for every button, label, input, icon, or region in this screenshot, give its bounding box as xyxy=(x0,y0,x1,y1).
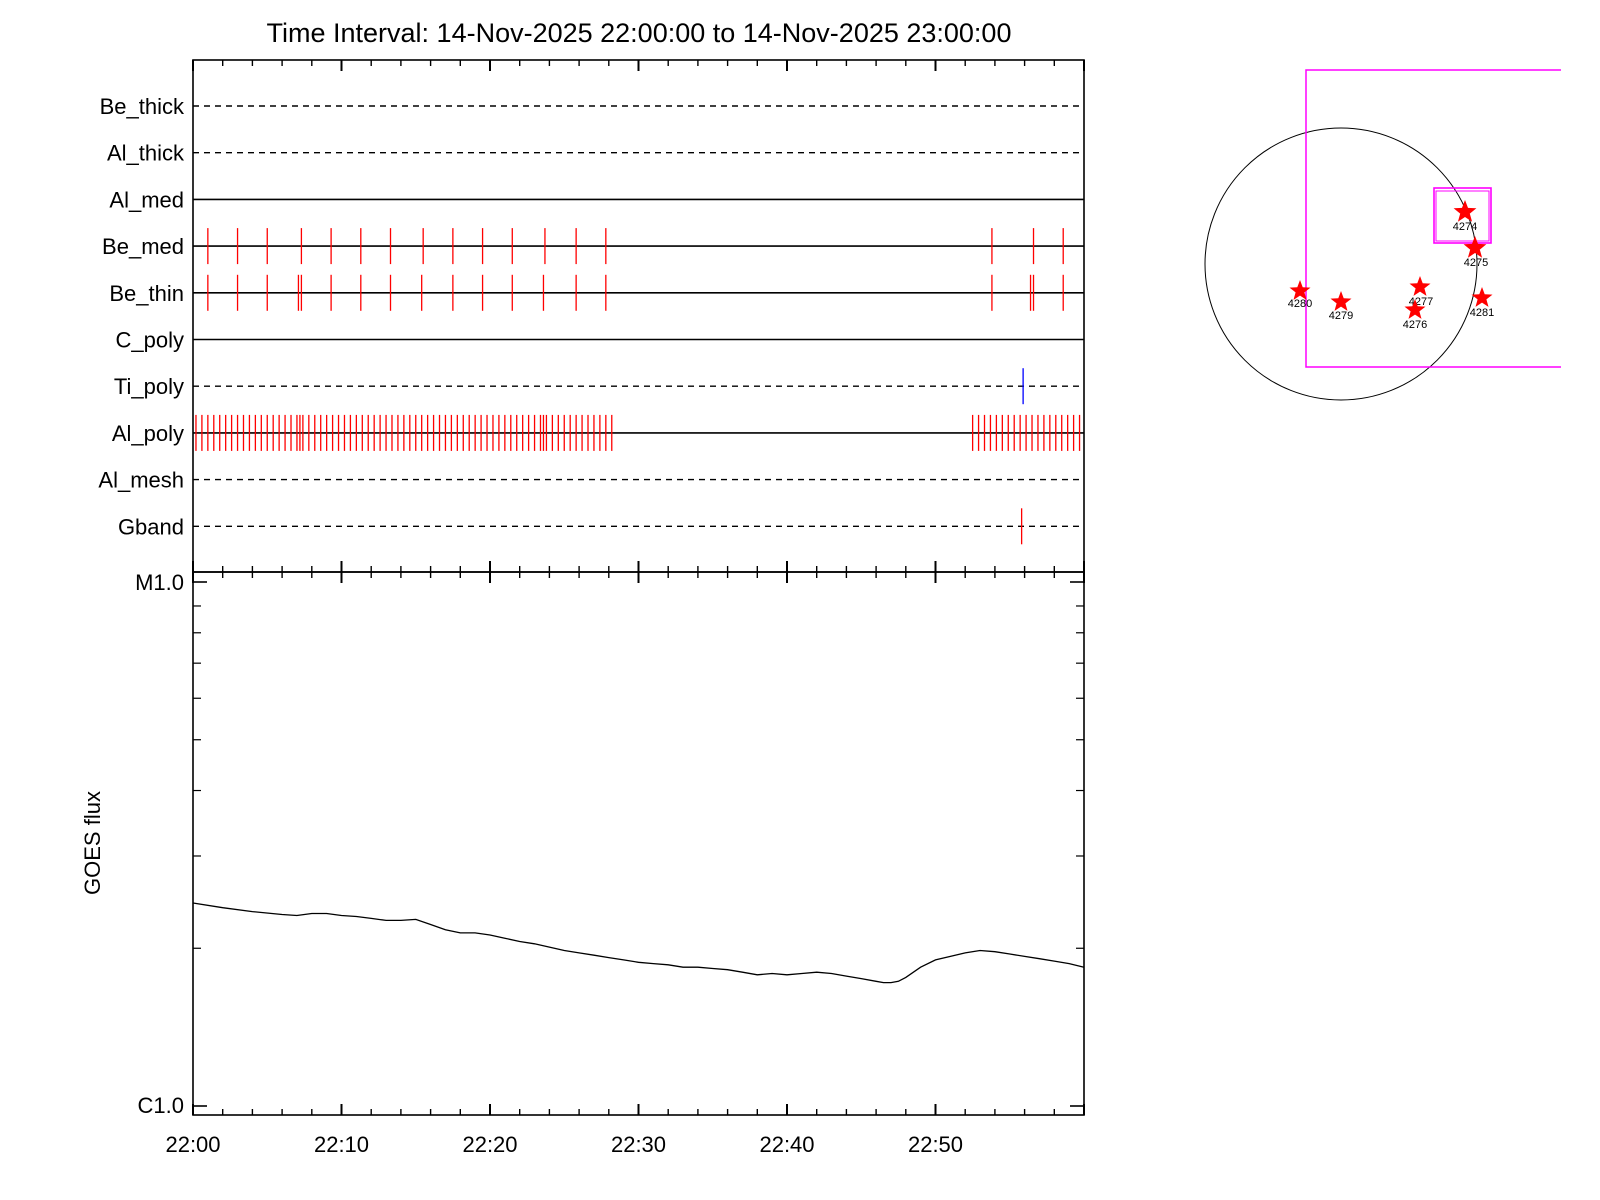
channel-label-gband: Gband xyxy=(118,514,184,539)
fov-box-small xyxy=(1433,187,1492,244)
region-star-marker xyxy=(1463,236,1487,258)
channel-row-be-med: Be_med xyxy=(102,228,1084,265)
region-number-label: 4275 xyxy=(1464,257,1488,269)
x-tick-label: 22:20 xyxy=(462,1132,517,1157)
region-number-label: 4279 xyxy=(1329,310,1353,322)
goes-panel-frame xyxy=(192,571,1085,1116)
channel-row-c-poly: C_poly xyxy=(116,328,1084,353)
region-4280: 4280 xyxy=(1288,280,1312,310)
region-number-label: 4276 xyxy=(1403,319,1427,331)
channel-label-al-poly: Al_poly xyxy=(112,421,184,446)
channel-label-be-med: Be_med xyxy=(102,234,184,259)
channel-row-ti-poly: Ti_poly xyxy=(114,368,1084,405)
region-4281: 4281 xyxy=(1470,287,1494,319)
region-4277: 4277 xyxy=(1409,276,1433,308)
region-4274: 4274 xyxy=(1453,200,1477,233)
y-tick-label-m1: M1.0 xyxy=(135,570,184,595)
channel-row-al-mesh: Al_mesh xyxy=(98,468,1084,493)
x-tick-labels: 22:00 22:10 22:20 22:30 22:40 22:50 xyxy=(165,1132,963,1157)
region-number-label: 4280 xyxy=(1288,298,1312,310)
chart-title: Time Interval: 14-Nov-2025 22:00:00 to 1… xyxy=(267,18,1012,48)
channel-rows: Be_thick Al_thick Al_med Be_med Be_thin C_pol… xyxy=(98,94,1084,545)
region-star-marker xyxy=(1289,280,1311,300)
region-4275: 4275 xyxy=(1463,236,1488,269)
channel-panel-frame xyxy=(192,59,1085,573)
region-star-marker xyxy=(1471,287,1493,307)
channel-label-ti-poly: Ti_poly xyxy=(114,374,184,399)
channel-label-al-thick: Al_thick xyxy=(107,141,185,166)
goes-panel: M1.0 C1.0 GOES flux 22:00 22:10 22:20 22:30… xyxy=(80,570,1085,1157)
region-4276: 4276 xyxy=(1403,299,1427,331)
channel-row-al-poly: Al_poly xyxy=(112,414,1084,451)
channel-row-al-thick: Al_thick xyxy=(107,141,1084,166)
region-number-label: 4281 xyxy=(1470,307,1494,319)
x-tick-label: 22:10 xyxy=(314,1132,369,1157)
x-tick-label: 22:40 xyxy=(759,1132,814,1157)
fov-box-large xyxy=(1305,69,1561,368)
x-tick-label: 22:30 xyxy=(611,1132,666,1157)
channel-row-be-thin: Be_thin xyxy=(109,274,1084,311)
channel-label-c-poly: C_poly xyxy=(116,328,184,353)
x-tick-label: 22:00 xyxy=(165,1132,220,1157)
channel-row-be-thick: Be_thick xyxy=(100,94,1084,119)
region-star-marker xyxy=(1453,200,1477,222)
x-tick-label: 22:50 xyxy=(908,1132,963,1157)
region-4279: 4279 xyxy=(1329,291,1353,322)
goes-y-ticks xyxy=(193,581,1084,1107)
region-star-marker xyxy=(1330,291,1352,311)
channel-row-al-med: Al_med xyxy=(109,187,1084,212)
solar-limb xyxy=(1204,127,1478,401)
y-tick-label-c1: C1.0 xyxy=(138,1093,184,1118)
solar-disk-map: 4274 4275 4277 4276 4281 4280 4279 xyxy=(1204,69,1561,401)
channel-label-be-thin: Be_thin xyxy=(109,281,184,306)
active-regions: 4274 4275 4277 4276 4281 4280 4279 xyxy=(1288,200,1494,331)
fov-box-small-inner xyxy=(1435,190,1490,242)
channel-label-al-mesh: Al_mesh xyxy=(98,468,184,493)
region-star-marker xyxy=(1404,299,1426,319)
goes-flux-line xyxy=(192,902,1085,984)
region-number-label: 4274 xyxy=(1453,221,1477,233)
region-star-marker xyxy=(1409,276,1431,296)
channel-label-be-thick: Be_thick xyxy=(100,94,185,119)
channel-panel: Be_thick Al_thick Al_med Be_med Be_thin C_pol… xyxy=(98,59,1085,1115)
y-axis-label: GOES flux xyxy=(80,791,105,895)
channel-label-al-med: Al_med xyxy=(109,187,184,212)
channel-row-gband: Gband xyxy=(118,508,1084,545)
